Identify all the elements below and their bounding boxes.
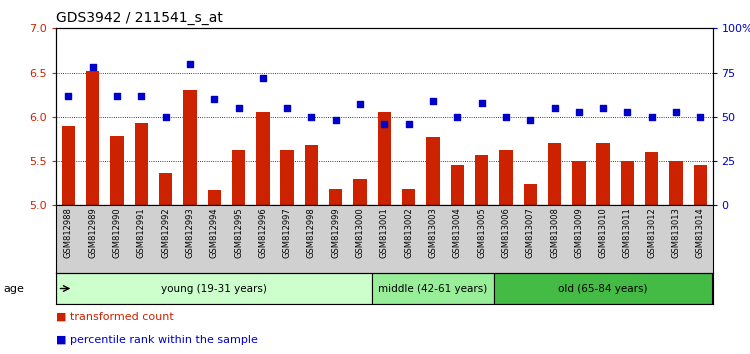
Text: GSM813006: GSM813006 [502,207,511,258]
Bar [548,143,561,205]
Bar [183,90,196,205]
Bar [56,273,372,304]
Bar [402,188,416,205]
Point [573,109,585,114]
Bar [494,273,712,304]
Bar [572,161,586,205]
Bar [378,112,391,205]
Bar [304,145,318,205]
Text: GDS3942 / 211541_s_at: GDS3942 / 211541_s_at [56,11,223,25]
Point [500,114,512,120]
Point [281,105,293,111]
Text: GSM812994: GSM812994 [210,207,219,258]
Text: GSM813009: GSM813009 [574,207,584,258]
Bar [645,152,658,205]
Text: GSM813011: GSM813011 [623,207,632,258]
Point [62,93,74,98]
Text: middle (42-61 years): middle (42-61 years) [378,284,488,293]
Text: GSM812988: GSM812988 [64,207,73,258]
Point [160,114,172,120]
Text: GSM812996: GSM812996 [258,207,267,258]
Text: GSM813002: GSM813002 [404,207,413,258]
Text: GSM813010: GSM813010 [598,207,608,258]
Point [548,105,560,111]
Text: young (19-31 years): young (19-31 years) [161,284,267,293]
Bar [208,190,221,205]
Text: GSM812997: GSM812997 [283,207,292,258]
Point [378,121,390,127]
Point [427,98,439,104]
Point [209,96,220,102]
Bar [86,71,100,205]
Point [184,61,196,67]
Text: GSM813012: GSM813012 [647,207,656,258]
Bar [694,165,707,205]
Text: GSM812998: GSM812998 [307,207,316,258]
Text: GSM813004: GSM813004 [453,207,462,258]
Bar [596,143,610,205]
Text: GSM812990: GSM812990 [112,207,122,258]
Bar [524,184,537,205]
Bar [280,150,294,205]
Text: GSM813000: GSM813000 [356,207,364,258]
Text: GSM813003: GSM813003 [428,207,437,258]
Text: age: age [4,284,25,293]
Point [87,64,99,70]
Text: GSM812991: GSM812991 [136,207,146,258]
Point [330,118,342,123]
Text: GSM813014: GSM813014 [696,207,705,258]
Point [232,105,244,111]
Text: GSM813007: GSM813007 [526,207,535,258]
Point [622,109,634,114]
Text: GSM813005: GSM813005 [477,207,486,258]
Point [524,118,536,123]
Text: GSM812999: GSM812999 [332,207,340,258]
Bar [62,126,75,205]
Bar [669,161,682,205]
Text: old (65-84 years): old (65-84 years) [558,284,648,293]
Point [597,105,609,111]
Text: GSM813013: GSM813013 [671,207,680,258]
Text: GSM812992: GSM812992 [161,207,170,258]
Text: GSM812993: GSM812993 [185,207,194,258]
Point [694,114,706,120]
Bar [353,179,367,205]
Text: GSM812989: GSM812989 [88,207,98,258]
Point [305,114,317,120]
Bar [475,155,488,205]
Point [403,121,415,127]
Point [256,75,268,81]
Bar [135,123,148,205]
Point [354,102,366,107]
Point [476,100,488,105]
Text: GSM813008: GSM813008 [550,207,559,258]
Bar [110,136,124,205]
Point [452,114,464,120]
Bar [500,150,512,205]
Bar [232,150,245,205]
Point [111,93,123,98]
Bar [329,189,343,205]
Point [135,93,147,98]
Text: ■ transformed count: ■ transformed count [56,312,174,321]
Point [646,114,658,120]
Point [670,109,682,114]
Bar [372,273,494,304]
Bar [621,161,634,205]
Bar [256,112,269,205]
Text: ■ percentile rank within the sample: ■ percentile rank within the sample [56,335,258,344]
Bar [159,172,172,205]
Text: GSM812995: GSM812995 [234,207,243,258]
Bar [426,137,439,205]
Bar [451,165,464,205]
Text: GSM813001: GSM813001 [380,207,388,258]
